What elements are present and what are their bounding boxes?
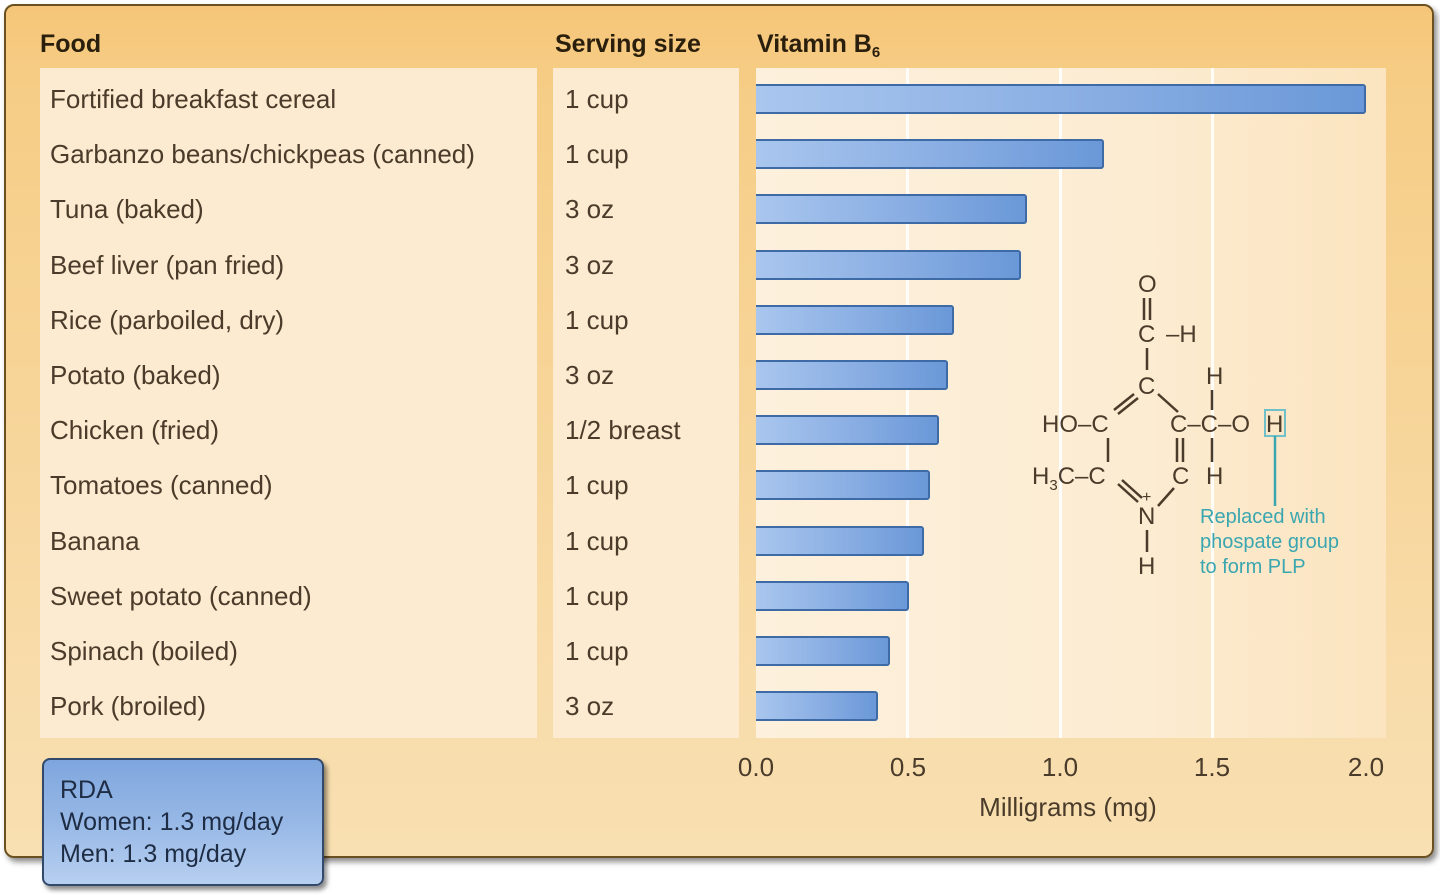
bar	[756, 249, 1022, 280]
food-name: Banana	[50, 525, 140, 556]
food-name: Fortified breakfast cereal	[50, 84, 337, 114]
bar	[756, 691, 878, 722]
svg-text:C: C	[1172, 463, 1189, 490]
vitamin-column-header: Vitamin B6	[757, 30, 881, 61]
food-name: Chicken (fried)	[50, 415, 220, 446]
food-name: Garbanzo beans/chickpeas (canned)	[50, 139, 475, 170]
food-name: Potato (baked)	[50, 360, 221, 390]
food-name: Tuna (baked)	[50, 194, 204, 225]
svg-text:N: N	[1138, 503, 1155, 530]
x-tick: 2.0	[1347, 752, 1385, 782]
svg-text:–H: –H	[1166, 321, 1197, 348]
x-axis-label: Milligrams (mg)	[979, 792, 1157, 822]
bar	[756, 415, 939, 446]
serving-size: 1 cup	[565, 470, 629, 501]
bar	[756, 525, 924, 556]
svg-text:C: C	[1138, 321, 1155, 348]
bar	[756, 84, 1366, 114]
bar	[756, 304, 955, 335]
serving-size: 1 cup	[565, 636, 629, 666]
svg-text:H: H	[1206, 363, 1223, 390]
plot-area	[756, 68, 1386, 738]
svg-text:H: H	[1138, 553, 1155, 580]
plp-annotation: Replaced with phospate group to form PLP	[1200, 506, 1340, 578]
bar	[756, 636, 891, 666]
svg-text:C–C–O: C–C–O	[1170, 411, 1250, 438]
serving-size: 1/2 breast	[565, 415, 681, 446]
serving-size: 1 cup	[565, 304, 629, 335]
svg-text:+: +	[1142, 489, 1151, 506]
food-column-header: Food	[40, 30, 102, 58]
svg-text:H: H	[1206, 463, 1223, 490]
x-tick: 0.5	[889, 752, 927, 782]
serving-size: 3 oz	[565, 249, 615, 280]
gridline	[1059, 68, 1062, 738]
food-name: Tomatoes (canned)	[50, 470, 273, 501]
food-name: Spinach (boiled)	[50, 636, 238, 666]
serving-column	[553, 68, 739, 738]
food-name: Rice (parboiled, dry)	[50, 304, 285, 335]
x-tick: 0.0	[737, 752, 775, 782]
bar	[756, 470, 930, 501]
svg-text:H3C–C: H3C–C	[1032, 463, 1106, 494]
gridline	[906, 68, 909, 738]
x-tick: 1.5	[1193, 752, 1231, 782]
serving-size: 1 cup	[565, 84, 629, 114]
serving-size: 3 oz	[565, 194, 615, 225]
serving-size: 3 oz	[565, 691, 615, 722]
rda-men: Men: 1.3 mg/day	[60, 840, 247, 868]
bar	[756, 139, 1104, 170]
bar	[756, 580, 909, 611]
serving-size: 1 cup	[565, 525, 629, 556]
replaced-hydrogen: H	[1266, 411, 1283, 438]
serving-size: 3 oz	[565, 360, 615, 390]
food-name: Sweet potato (canned)	[50, 580, 312, 611]
rda-title: RDA	[60, 776, 113, 804]
food-name: Beef liver (pan fried)	[50, 249, 285, 280]
bar	[756, 194, 1028, 225]
x-tick: 1.0	[1041, 752, 1079, 782]
serving-column-header: Serving size	[555, 30, 701, 58]
rda-box: RDA Women: 1.3 mg/day Men: 1.3 mg/day	[42, 758, 324, 886]
serving-size: 1 cup	[565, 139, 629, 170]
svg-text:HO–C: HO–C	[1042, 411, 1109, 438]
svg-text:O: O	[1138, 271, 1157, 298]
rda-women: Women: 1.3 mg/day	[60, 808, 284, 836]
food-name: Pork (broiled)	[50, 691, 207, 722]
food-column	[40, 68, 537, 738]
serving-size: 1 cup	[565, 580, 629, 611]
svg-text:C: C	[1138, 373, 1155, 400]
bar	[756, 360, 949, 390]
